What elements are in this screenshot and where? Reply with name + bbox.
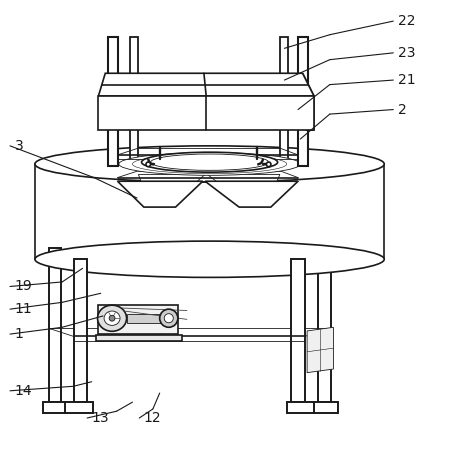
Polygon shape <box>205 181 297 207</box>
Ellipse shape <box>97 305 126 331</box>
Polygon shape <box>313 402 337 414</box>
Polygon shape <box>65 402 92 414</box>
Ellipse shape <box>118 153 300 175</box>
Polygon shape <box>318 248 330 402</box>
Text: 14: 14 <box>15 384 32 398</box>
Polygon shape <box>43 402 67 414</box>
Ellipse shape <box>109 315 115 321</box>
Polygon shape <box>49 248 61 402</box>
Ellipse shape <box>132 154 286 174</box>
Ellipse shape <box>266 162 270 167</box>
Polygon shape <box>98 96 313 130</box>
Text: 23: 23 <box>397 46 414 60</box>
Ellipse shape <box>146 162 150 167</box>
Polygon shape <box>96 335 182 341</box>
Polygon shape <box>107 37 117 166</box>
Ellipse shape <box>35 241 383 278</box>
Polygon shape <box>117 181 202 207</box>
Text: 12: 12 <box>144 411 161 425</box>
Text: 3: 3 <box>15 139 23 153</box>
Polygon shape <box>297 37 308 166</box>
Polygon shape <box>35 164 383 259</box>
Ellipse shape <box>141 152 277 172</box>
Text: 1: 1 <box>15 327 23 341</box>
Text: 19: 19 <box>15 279 32 293</box>
Polygon shape <box>207 174 279 200</box>
Ellipse shape <box>159 309 178 327</box>
Polygon shape <box>126 313 173 323</box>
Polygon shape <box>130 37 138 166</box>
Ellipse shape <box>150 154 268 170</box>
Polygon shape <box>98 73 313 96</box>
Text: 22: 22 <box>397 14 414 28</box>
Ellipse shape <box>35 146 383 182</box>
Text: 2: 2 <box>397 102 406 116</box>
Ellipse shape <box>164 313 173 323</box>
Polygon shape <box>73 259 87 402</box>
Ellipse shape <box>104 311 120 325</box>
Polygon shape <box>307 327 333 373</box>
Polygon shape <box>279 37 287 166</box>
Polygon shape <box>98 304 178 334</box>
Polygon shape <box>286 402 313 414</box>
Polygon shape <box>138 174 205 200</box>
Text: 21: 21 <box>397 73 414 87</box>
Text: 11: 11 <box>15 302 32 316</box>
Text: 13: 13 <box>91 411 109 425</box>
Polygon shape <box>302 73 313 130</box>
Polygon shape <box>291 259 304 402</box>
